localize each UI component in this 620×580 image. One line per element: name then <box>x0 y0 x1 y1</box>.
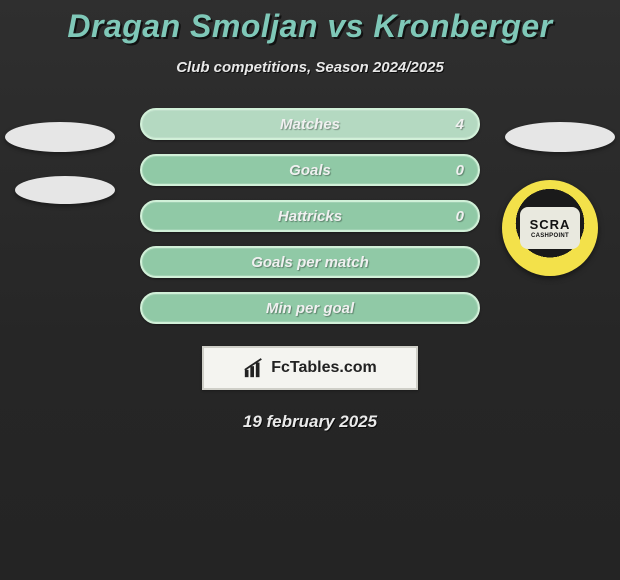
page-date: 19 february 2025 <box>0 412 620 432</box>
avatar-left-1 <box>5 122 115 152</box>
brand-box: FcTables.com <box>202 346 418 390</box>
stat-row-matches: Matches 4 <box>140 108 480 140</box>
stat-label: Goals per match <box>251 254 369 271</box>
stat-row-goals: Goals 0 <box>140 154 480 186</box>
badge-line2: CASHPOINT <box>531 233 569 239</box>
stat-right-value: 0 <box>456 208 464 225</box>
stat-label: Matches <box>280 116 340 133</box>
stat-right-value: 4 <box>456 116 464 133</box>
brand-name: FcTables.com <box>271 359 377 377</box>
club-badge-inner: SCRA CASHPOINT <box>520 207 580 249</box>
stat-row-min-per-goal: Min per goal <box>140 292 480 324</box>
stat-label: Min per goal <box>266 300 354 317</box>
stat-row-goals-per-match: Goals per match <box>140 246 480 278</box>
badge-line1: SCRA <box>530 218 571 231</box>
card: Dragan Smoljan vs Kronberger Club compet… <box>0 0 620 432</box>
avatar-left-2 <box>15 176 115 204</box>
bars-icon <box>243 357 265 379</box>
avatar-right-1 <box>505 122 615 152</box>
stat-right-value: 0 <box>456 162 464 179</box>
page-title: Dragan Smoljan vs Kronberger <box>0 8 620 45</box>
stat-label: Hattricks <box>278 208 342 225</box>
stat-label: Goals <box>289 162 331 179</box>
page-subtitle: Club competitions, Season 2024/2025 <box>0 59 620 76</box>
stat-row-hattricks: Hattricks 0 <box>140 200 480 232</box>
club-badge-right: SCRA CASHPOINT <box>502 180 598 276</box>
stats-rows: Matches 4 Goals 0 Hattricks 0 Goals per … <box>140 108 480 324</box>
